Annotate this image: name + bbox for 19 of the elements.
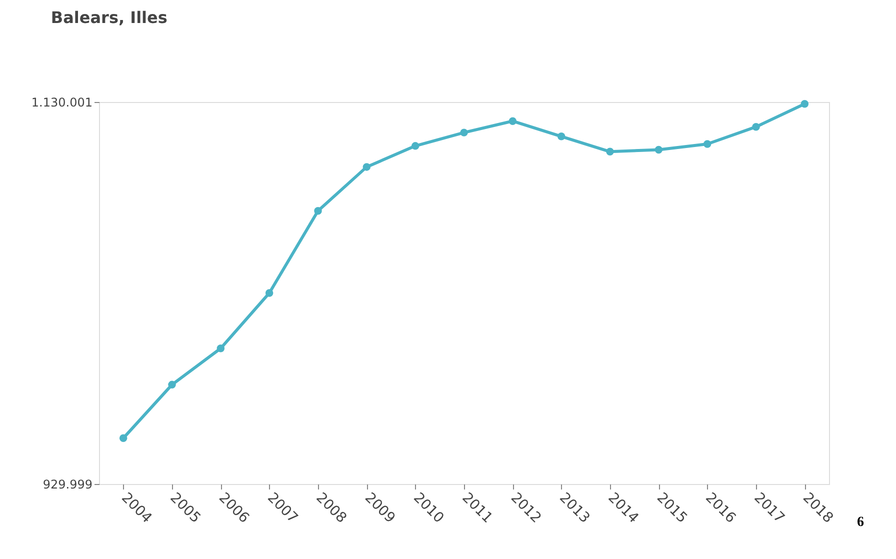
y-tick-label: 1.130.001 bbox=[31, 96, 92, 110]
point bbox=[119, 434, 128, 442]
point bbox=[606, 148, 614, 156]
point bbox=[314, 207, 322, 215]
point bbox=[654, 146, 663, 154]
chart-title: Balears, Illes bbox=[50, 8, 168, 27]
text: 6 bbox=[857, 515, 864, 530]
point bbox=[362, 163, 371, 171]
point bbox=[216, 344, 225, 352]
point bbox=[411, 142, 420, 150]
point bbox=[752, 122, 760, 131]
point bbox=[265, 289, 274, 297]
point bbox=[168, 380, 176, 389]
point bbox=[508, 117, 517, 125]
point bbox=[557, 132, 566, 140]
point bbox=[800, 100, 809, 108]
point bbox=[460, 128, 468, 136]
point bbox=[703, 140, 712, 148]
y-tick-label: 929.999 bbox=[42, 478, 92, 492]
